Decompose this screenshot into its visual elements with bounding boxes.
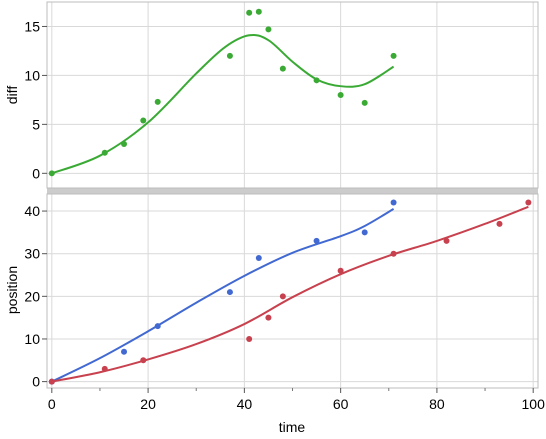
position-y-tick-label: 30: [24, 246, 40, 262]
bottom-panel-series: [48, 199, 532, 385]
top-panel-series: [48, 8, 397, 177]
position-data-point: [101, 365, 108, 372]
y-axis-title-diff: diff: [4, 86, 20, 105]
diff-data-point: [361, 99, 368, 106]
position-data-point: [390, 250, 397, 257]
diff-y-tick-label: 15: [24, 18, 40, 34]
bottom-y-axis: 0 10 20 30 40: [24, 203, 47, 390]
y-axis-title-position: position: [4, 266, 20, 314]
x-tick-label: 80: [429, 396, 445, 412]
position-data-point: [390, 199, 397, 206]
diff-data-point: [246, 9, 253, 16]
diff-data-point: [121, 140, 128, 147]
x-tick-label: 100: [522, 396, 546, 412]
top-panel-grid: [47, 2, 538, 188]
diff-data-point: [313, 77, 320, 84]
diff-data-point: [101, 149, 108, 156]
position-fit-line-1: [51, 205, 529, 383]
position-data-point: [313, 237, 320, 244]
x-tick-label: 20: [140, 396, 156, 412]
position-data-point: [265, 314, 272, 321]
bottom-panel-frame: [46, 193, 539, 389]
diff-data-point: [140, 117, 147, 124]
x-axis-title: time: [279, 419, 306, 435]
top-panel-frame: [46, 1, 539, 189]
x-tick-label: 40: [237, 396, 253, 412]
diff-y-tick-label: 10: [24, 67, 40, 83]
position-y-tick-label: 10: [24, 331, 40, 347]
position-data-point: [361, 229, 368, 236]
position-data-point: [154, 323, 161, 330]
diff-data-point: [48, 170, 55, 177]
position-data-point: [337, 267, 344, 274]
diff-y-tick-label: 0: [32, 165, 40, 181]
position-data-point: [255, 254, 262, 261]
x-tick-label: 0: [48, 396, 56, 412]
position-data-point: [226, 289, 233, 296]
position-data-point: [140, 357, 147, 364]
diff-data-point: [255, 8, 262, 15]
diff-y-tick-label: 5: [32, 116, 40, 132]
top-y-axis: 0 5 10 15: [24, 18, 47, 181]
position-data-point: [121, 348, 128, 355]
diff-data-point: [154, 98, 161, 105]
diff-fit-line-0: [51, 33, 395, 175]
position-y-tick-label: 40: [24, 203, 40, 219]
position-y-tick-label: 20: [24, 288, 40, 304]
diff-data-point: [337, 92, 344, 98]
diff-data-point: [390, 52, 397, 59]
diff-data-point: [279, 65, 286, 72]
x-axis: 0 20 40 60 80 100: [48, 388, 545, 412]
position-data-point: [525, 199, 532, 206]
position-y-tick-label: 0: [32, 374, 40, 390]
position-data-point: [246, 335, 253, 342]
bottom-panel-grid: [47, 194, 538, 388]
position-data-point: [48, 378, 55, 385]
diff-data-point: [226, 52, 233, 59]
position-fit-line-0: [51, 208, 395, 383]
position-data-point: [443, 237, 450, 244]
x-tick-label: 60: [333, 396, 349, 412]
diff-data-point: [265, 26, 272, 33]
position-data-point: [279, 293, 286, 300]
panel-separator: [47, 188, 538, 194]
position-data-point: [496, 220, 503, 227]
